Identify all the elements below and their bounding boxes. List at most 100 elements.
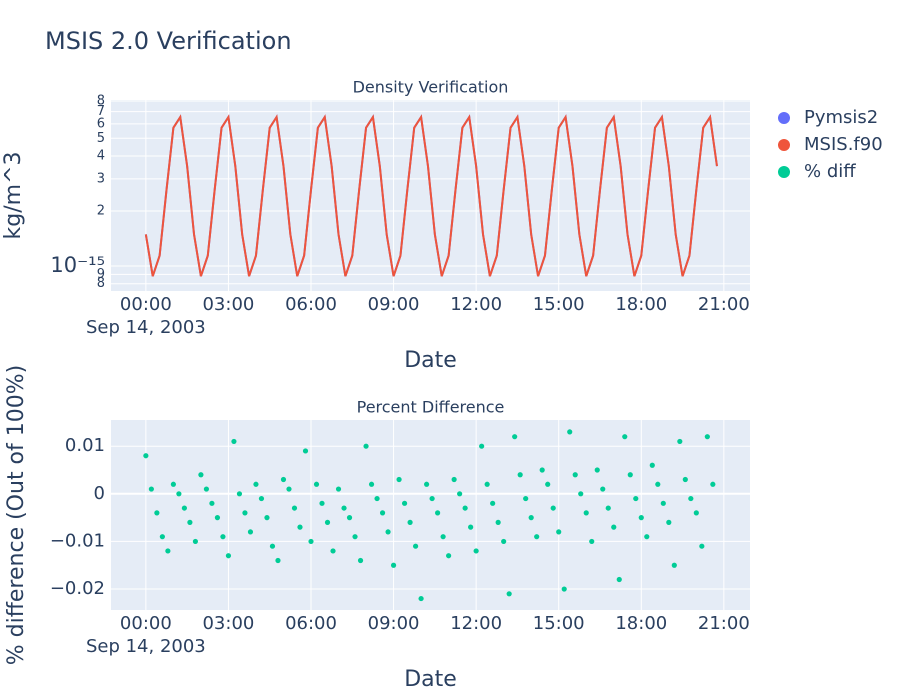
data-point	[379, 510, 386, 516]
data-point	[236, 491, 243, 497]
data-point	[660, 500, 666, 506]
data-point	[435, 510, 441, 516]
data-point	[346, 515, 353, 521]
data-point	[324, 519, 331, 525]
data-point	[457, 491, 463, 497]
x-tick-label: 03:00	[202, 613, 254, 634]
x-tick-label: 15:00	[533, 294, 585, 315]
data-point	[264, 515, 270, 521]
y-tick-label: 0	[94, 483, 105, 504]
data-point	[578, 491, 584, 497]
y-tick-label: 4	[97, 148, 105, 163]
data-point	[649, 462, 655, 468]
data-point	[352, 534, 358, 540]
data-point	[407, 519, 413, 525]
legend-marker	[778, 112, 790, 124]
x-axis-title: Date	[404, 667, 457, 692]
data-point	[688, 495, 694, 502]
data-point	[258, 495, 265, 502]
data-point	[523, 495, 529, 502]
data-point	[611, 524, 617, 530]
legend-marker	[778, 139, 790, 151]
x-tick-label: 06:00	[285, 294, 337, 315]
data-point	[677, 438, 683, 445]
y-tick-label: 8	[97, 93, 105, 108]
data-point	[203, 486, 210, 492]
data-point	[176, 491, 182, 497]
data-point	[313, 481, 320, 487]
data-point	[401, 500, 408, 506]
data-point	[616, 576, 622, 583]
y-tick-label: 10⁻¹⁵	[50, 253, 105, 277]
x-tick-label: 12:00	[450, 613, 502, 634]
data-point	[583, 510, 589, 516]
data-point	[357, 557, 364, 564]
data-point	[143, 453, 149, 459]
y-tick-label: 2	[97, 204, 105, 219]
data-point	[627, 472, 633, 478]
x-tick-label: 12:00	[450, 294, 502, 315]
data-point	[644, 534, 650, 540]
data-point	[484, 481, 490, 487]
x-tick-label: 09:00	[368, 613, 420, 634]
legend-label: MSIS.f90	[804, 134, 883, 155]
data-point	[187, 519, 193, 525]
legend-label: % diff	[804, 161, 856, 182]
x-tick-label: 15:00	[533, 613, 585, 634]
data-point	[539, 467, 545, 473]
data-point	[589, 538, 595, 545]
data-point	[390, 562, 397, 568]
data-point	[269, 543, 276, 549]
data-point	[473, 548, 479, 554]
data-point	[528, 515, 534, 521]
data-point	[666, 519, 672, 525]
data-point	[385, 529, 391, 535]
x-tick-label: 03:00	[202, 294, 254, 315]
data-point	[693, 510, 699, 516]
data-point	[561, 586, 567, 592]
data-point	[165, 548, 171, 554]
data-point	[170, 481, 176, 487]
x-tick-label: 06:00	[285, 613, 337, 634]
data-point	[605, 505, 611, 511]
y-tick-label: 5	[97, 131, 105, 146]
data-point	[418, 595, 424, 602]
data-point	[412, 543, 419, 549]
data-point	[638, 515, 644, 521]
data-point	[396, 476, 402, 483]
data-point	[341, 505, 347, 511]
data-point	[506, 591, 512, 597]
data-point	[556, 529, 562, 535]
data-point	[291, 505, 298, 511]
x-tick-label: 18:00	[615, 294, 667, 315]
data-point	[214, 515, 221, 521]
data-point	[368, 481, 375, 487]
y-tick-label: 3	[97, 171, 105, 186]
data-point	[297, 524, 303, 530]
data-point	[633, 495, 639, 502]
data-point	[429, 495, 435, 502]
y-tick-label: 8	[97, 276, 105, 291]
data-point	[225, 553, 232, 559]
y-axis-title: % difference (Out of 100%)	[4, 365, 29, 665]
data-point	[501, 538, 507, 545]
data-point	[710, 481, 716, 487]
data-point	[572, 472, 578, 478]
data-point	[242, 510, 248, 516]
data-point	[704, 434, 710, 440]
data-point	[622, 434, 628, 440]
y-tick-label: −0.01	[50, 530, 105, 551]
y-tick-label: −0.02	[50, 578, 105, 599]
subplot-title: Percent Difference	[357, 398, 505, 417]
x-tick-label: 00:00	[120, 613, 172, 634]
y-tick-label: 9	[97, 267, 105, 282]
data-point	[198, 472, 204, 478]
data-point	[374, 495, 380, 502]
data-point	[446, 553, 452, 559]
x-date-label: Sep 14, 2003	[86, 317, 206, 338]
x-tick-label: 21:00	[698, 294, 750, 315]
data-point	[330, 548, 336, 554]
data-point	[308, 538, 314, 545]
data-point	[424, 481, 430, 487]
